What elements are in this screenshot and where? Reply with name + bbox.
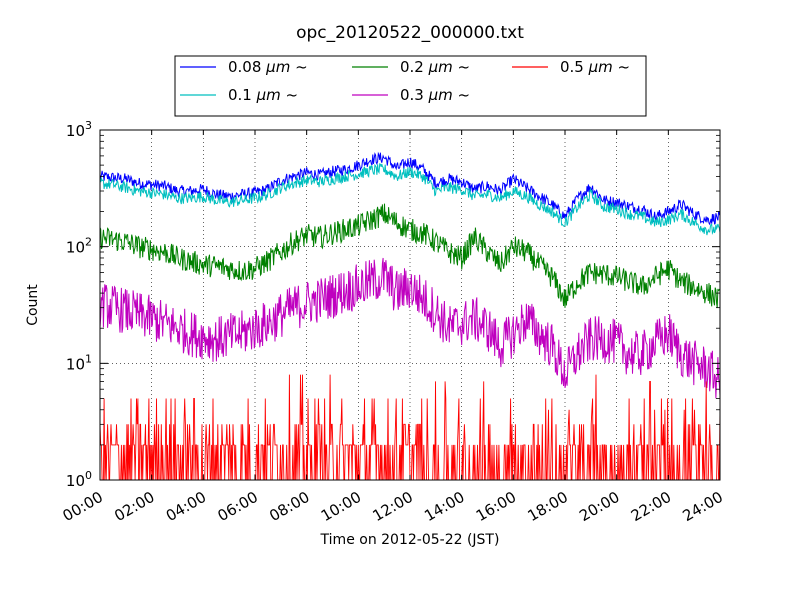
series-2	[99, 203, 721, 308]
chart-title: opc_20120522_000000.txt	[296, 23, 524, 43]
series-0	[99, 151, 721, 226]
series-1	[99, 163, 721, 236]
series-line	[99, 257, 721, 399]
legend-label: 0.1 μm ~	[228, 86, 298, 104]
series-line	[99, 151, 721, 226]
legend-label: 0.3 μm ~	[400, 86, 470, 104]
y-axis-label: Count	[25, 284, 41, 326]
y-tick-label: 102	[66, 236, 92, 257]
legend-label: 0.5 μm ~	[560, 58, 630, 76]
series-3	[99, 257, 721, 399]
series-line	[99, 203, 721, 308]
y-tick-label: 101	[66, 352, 92, 373]
legend-label: 0.2 μm ~	[400, 58, 470, 76]
y-tick-label: 103	[66, 119, 92, 140]
x-axis-label: Time on 2012-05-22 (JST)	[320, 532, 500, 548]
y-tick-label: 100	[66, 469, 92, 490]
legend-label: 0.08 μm ~	[228, 58, 308, 76]
legend-box	[174, 55, 647, 117]
series-line	[99, 163, 721, 236]
legend: 0.08 μm ~ 0.1 μm ~ 0.2 μm ~ 0.3 μm ~ 0.5 μm …	[174, 55, 647, 117]
grid-lines	[100, 130, 720, 480]
